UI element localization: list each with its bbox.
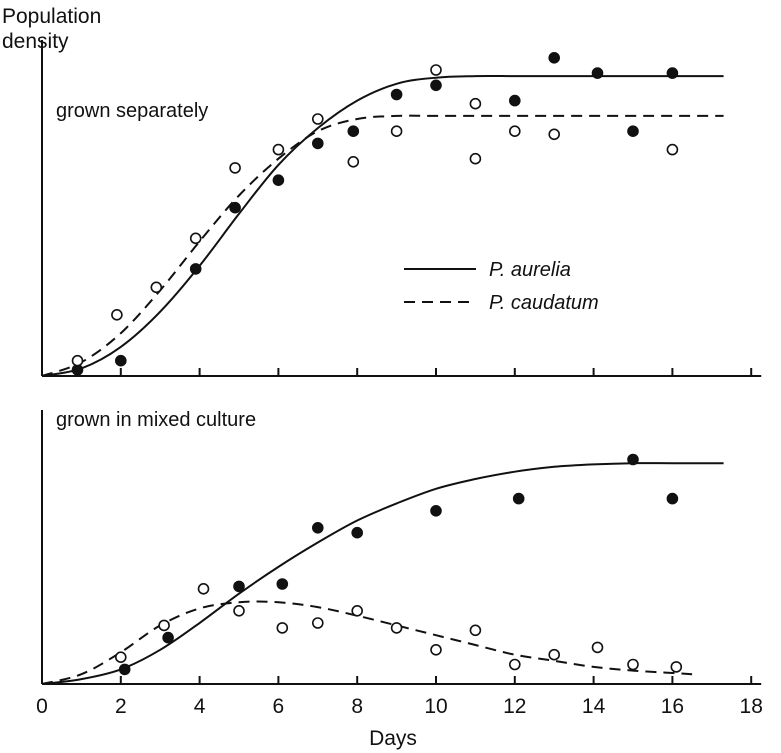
legend: P. aurelia P. caudatum [404, 259, 599, 314]
point-p-aurelia-separately-10 [548, 51, 561, 64]
point-p-caudatum-separately-3 [189, 232, 202, 245]
y-axis-title-line-1: Population [2, 5, 101, 28]
point-p-caudatum-separately-12 [508, 125, 521, 137]
point-p-aurelia-separately-3 [229, 201, 241, 214]
point-p-aurelia-separately-2 [189, 263, 202, 275]
point-p-caudatum-mixed-2 [197, 582, 210, 595]
point-p-aurelia-mixed-4 [311, 521, 324, 534]
point-p-aurelia-separately-4 [272, 174, 285, 186]
point-p-aurelia-mixed-8 [627, 453, 639, 466]
point-p-aurelia-mixed-3 [276, 578, 289, 590]
panel-title-mixed-culture: grown in mixed culture [56, 409, 256, 431]
x-tick-label-16: 16 [661, 695, 684, 718]
point-p-aurelia-separately-9 [508, 94, 521, 107]
point-p-caudatum-mixed-3 [233, 604, 245, 617]
point-p-aurelia-separately-7 [390, 88, 403, 101]
point-p-aurelia-separately-6 [347, 125, 360, 137]
point-p-caudatum-mixed-13 [627, 658, 639, 671]
point-p-aurelia-mixed-5 [351, 526, 364, 539]
x-tick-label-10: 10 [424, 695, 447, 718]
point-p-caudatum-separately-13 [548, 128, 561, 141]
point-p-caudatum-separately-0 [71, 354, 84, 367]
x-tick-label-4: 4 [194, 695, 206, 718]
point-p-caudatum-mixed-0 [115, 651, 127, 664]
point-p-caudatum-separately-10 [469, 97, 482, 110]
x-tick-label-18: 18 [740, 695, 763, 718]
point-p-caudatum-separately-4 [229, 162, 241, 174]
point-p-aurelia-separately-11 [591, 67, 604, 79]
panel-title-grown-separately: grown separately [56, 100, 208, 122]
point-p-caudatum-mixed-9 [469, 624, 482, 637]
point-p-aurelia-mixed-9 [666, 492, 679, 505]
point-p-caudatum-separately-14 [666, 143, 679, 156]
point-p-aurelia-separately-12 [627, 125, 639, 137]
x-tick-label-0: 0 [36, 695, 48, 718]
y-axis-title: Population density [2, 5, 101, 53]
point-p-caudatum-mixed-11 [548, 648, 561, 661]
point-p-aurelia-separately-8 [430, 79, 442, 92]
y-axis-title-line-2: density [2, 30, 69, 53]
x-tick-label-12: 12 [503, 695, 526, 718]
legend-label-caudatum: P. caudatum [489, 292, 599, 314]
x-tick-label-2: 2 [115, 695, 127, 718]
legend-label-aurelia: P. aurelia [489, 259, 571, 281]
series-line-p-caudatum-separately [41, 114, 724, 377]
point-p-caudatum-mixed-1 [158, 619, 170, 632]
panel-mixed-culture: grown in mixed culture 0 2 4 6 8 10 12 14 16 18 [36, 409, 763, 718]
point-p-caudatum-mixed-5 [311, 617, 324, 629]
point-p-caudatum-separately-5 [272, 143, 285, 156]
point-p-caudatum-separately-11 [469, 152, 482, 165]
point-p-aurelia-mixed-1 [162, 631, 174, 644]
point-p-aurelia-separately-5 [311, 137, 324, 150]
point-p-caudatum-mixed-12 [591, 641, 604, 654]
point-p-aurelia-mixed-6 [430, 504, 442, 517]
point-p-aurelia-separately-13 [666, 67, 679, 79]
point-p-caudatum-separately-6 [311, 113, 324, 125]
x-tick-label-14: 14 [582, 695, 606, 718]
x-tick-label-8: 8 [351, 695, 363, 718]
point-p-caudatum-mixed-14 [670, 661, 683, 673]
series-line-p-aurelia-mixed [41, 462, 724, 685]
point-p-caudatum-separately-1 [111, 308, 123, 321]
point-p-caudatum-separately-7 [347, 156, 360, 168]
point-p-aurelia-mixed-7 [512, 492, 525, 505]
point-p-aurelia-mixed-2 [233, 580, 245, 593]
point-p-caudatum-mixed-6 [351, 604, 364, 617]
point-p-caudatum-mixed-10 [508, 658, 521, 671]
panel-grown-separately: grown separately [41, 40, 762, 377]
point-p-caudatum-mixed-8 [430, 643, 442, 656]
point-p-aurelia-separately-1 [115, 354, 127, 367]
point-p-aurelia-mixed-0 [118, 663, 131, 676]
point-p-caudatum-mixed-4 [276, 622, 289, 634]
series-line-p-caudatum-mixed [41, 600, 693, 685]
x-tick-label-6: 6 [273, 695, 285, 718]
point-p-caudatum-separately-2 [150, 281, 163, 294]
point-p-caudatum-separately-9 [430, 64, 442, 76]
point-p-caudatum-separately-8 [390, 125, 403, 137]
point-p-caudatum-mixed-7 [390, 622, 403, 634]
x-axis-title: Days [369, 727, 417, 750]
